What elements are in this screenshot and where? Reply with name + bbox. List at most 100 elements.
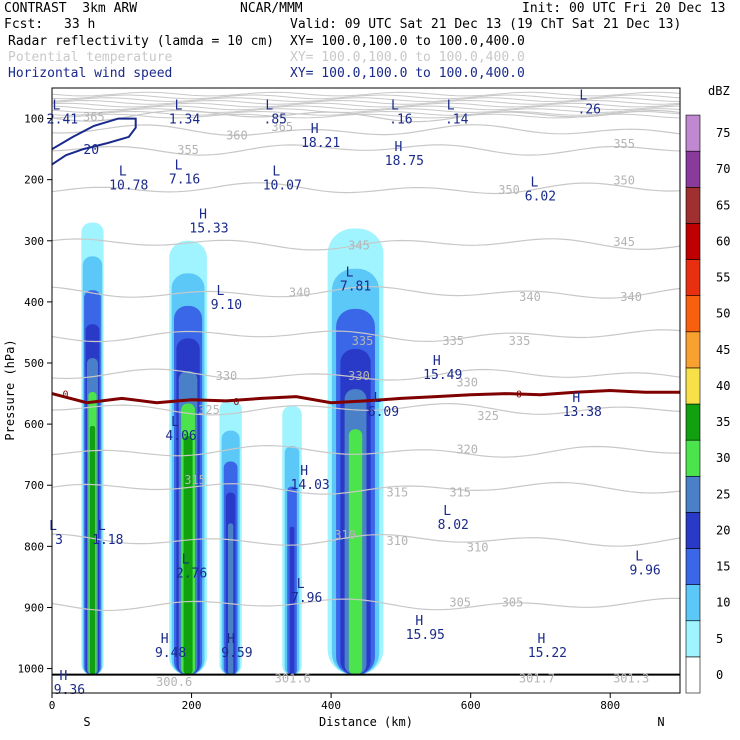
reflectivity-cell [327,228,384,675]
wind-contour-label: 20 [83,143,99,158]
isentrope-label: 330 [456,375,478,389]
wind-extremum-marker: L [171,415,179,430]
isentrope-line [52,238,680,251]
wind-extremum-value: 3 [55,533,63,548]
wind-extremum-marker: H [199,207,207,222]
wind-extremum-value: .85 [264,113,287,128]
colorbar-swatch [685,620,701,658]
wind-extremum-marker: L [579,88,587,103]
isentrope-label: 310 [334,528,356,542]
wind-extremum-value: 1.18 [92,533,123,548]
colorbar-swatch [685,656,701,694]
forecast-label: Fcst: [4,17,44,32]
wind-extremum-marker: H [60,669,68,684]
isentrope-label: 315 [184,473,206,487]
wind-extremum-marker: L [297,577,305,592]
wind-extremum-value: 9.59 [221,646,252,661]
wind-extremum-marker: L [175,159,183,174]
y-tick-label: 300 [24,235,44,248]
isentrope-label: 350 [613,174,635,188]
y-tick-label: 400 [24,296,44,309]
colorbar-level-label: 10 [716,596,730,610]
wind-extremum-value: 8.02 [438,518,469,533]
wind-extremum-value: .26 [578,102,601,117]
wind-contour [52,117,137,166]
colorbar-level-label: 20 [716,523,730,537]
field-name-theta: Potential temperature [8,50,173,65]
isentrope-line [52,124,680,137]
colorbar-level-label: 35 [716,415,730,429]
wind-extremum-value: 18.75 [385,154,424,169]
wind-extremum-marker: L [98,519,106,534]
x-tick-label: 0 [49,699,56,712]
isentrope-line [52,144,680,156]
wind-extremum-marker: L [217,284,225,299]
x-end-label-south: S [83,715,90,729]
isentrope-label: 365 [271,120,293,134]
wind-extremum-value: 15.33 [189,221,228,236]
colorbar-level-label: 25 [716,487,730,501]
isentrope-line [52,97,680,102]
isentrope-line [52,481,680,495]
isentrope-label: 360 [226,128,248,142]
isentrope-label: 355 [613,137,635,151]
colorbar-swatch [685,331,701,369]
valid-time: Valid: 09 UTC Sat 21 Dec 13 (19 ChT Sat … [290,17,682,32]
colorbar-level-label: 55 [716,271,730,285]
isentrope-line [52,105,680,111]
wind-extremum-value: 13.38 [563,405,602,420]
isentrope-line [52,91,680,97]
wind-extremum-marker: L [443,504,451,519]
y-axis-label: Pressure (hPa) [3,339,17,440]
wind-extremum-marker: H [300,464,308,479]
wind-extremum-marker: L [182,553,190,568]
wind-extremum-marker: H [572,391,580,406]
model-title: CONTRAST 3km ARW [4,1,138,16]
wind-extremum-marker: H [538,632,546,647]
colorbar-level-label: 75 [716,126,730,140]
wind-extremum-value: 9.10 [211,298,242,313]
reflectivity-cell [219,399,242,675]
plot-frame [51,87,681,694]
wind-extremum-marker: H [161,632,169,647]
y-tick-label: 1000 [18,663,45,676]
center-label: NCAR/MMM [240,1,303,16]
isentrope-line [52,182,680,195]
x-tick-label: 400 [321,699,341,712]
wind-extremum-value: 7.16 [169,173,200,188]
colorbar-swatch [685,114,701,152]
colorbar-swatch [685,295,701,333]
wind-extremum-value: 10.78 [109,179,148,194]
wind-extremum-value: 15.49 [423,368,462,383]
wind-extremum-value: 2.41 [47,113,78,128]
wind-extremum-marker: L [49,519,57,534]
wind-extremum-marker: L [53,99,61,114]
wind-extremum-marker: L [635,550,643,565]
wind-extremum-value: .16 [389,113,412,128]
wind-extremum-value: .14 [445,113,469,128]
colorbar-swatch [685,403,701,441]
isentrope-label: 330 [216,369,238,383]
isentrope-label: 355 [177,143,199,157]
wind-extremum-value: 2.76 [176,567,207,582]
zero-degree-line [52,388,680,405]
wind-extremum-marker: L [265,99,273,114]
wind-extremum-value: 9.96 [629,564,660,579]
field-xy-wind: XY= 100.0,100.0 to 100.0,400.0 [290,66,525,81]
wind-extremum-value: 9.36 [54,683,85,698]
zero-degree-label: 0 [233,397,239,408]
isentrope-label: 335 [509,334,531,348]
isentrope-label: 330 [348,369,370,383]
colorbar-swatch [685,259,701,296]
isentrope-line [52,329,680,343]
y-tick-label: 500 [24,357,44,370]
x-tick-label: 200 [182,699,202,712]
isentrope-label: 310 [387,534,409,548]
colorbar-level-label: 70 [716,162,730,176]
isentrope-line [52,113,680,119]
wind-extremum-marker: H [227,632,235,647]
isentrope-label: 315 [449,485,471,499]
wind-extremum-value: 7.96 [291,591,322,606]
colorbar-level-label: 0 [716,668,723,682]
isentrope-label: 301.3 [613,672,649,686]
